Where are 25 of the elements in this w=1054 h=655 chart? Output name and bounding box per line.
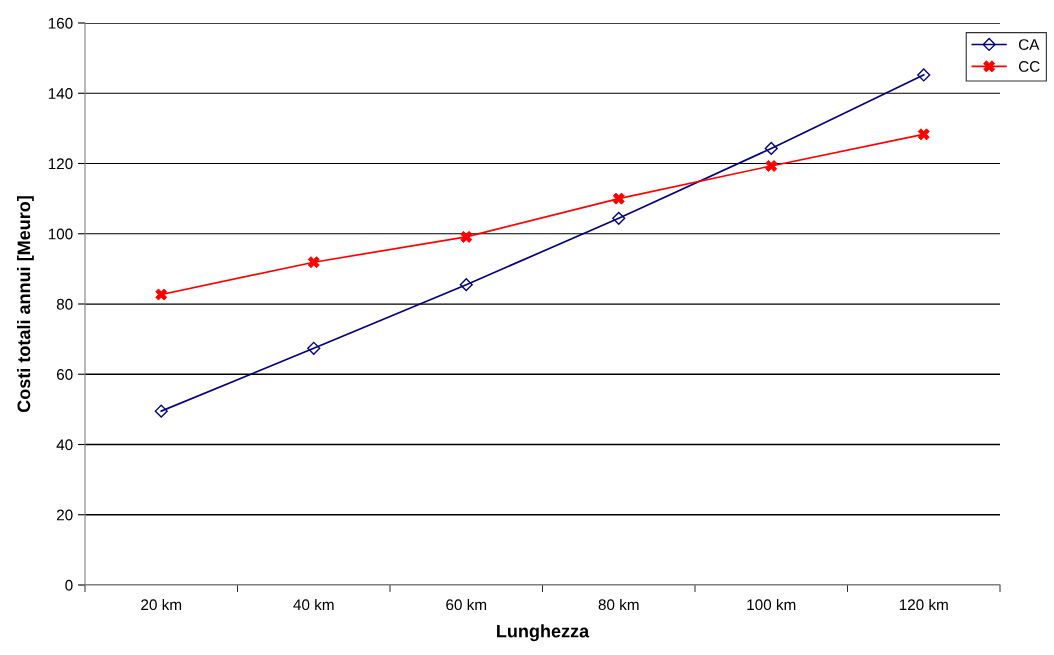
x-tick-label: 40 km bbox=[293, 598, 334, 611]
x-tick-label: 60 km bbox=[446, 598, 487, 611]
x-tick-label: 100 km bbox=[747, 598, 796, 611]
y-axis-title: Costi totali annui [Meuro] bbox=[16, 196, 34, 413]
y-tick-label: 140 bbox=[48, 88, 73, 99]
x-axis-title: Lunghezza bbox=[497, 624, 590, 642]
point bbox=[307, 341, 321, 355]
y-tick-label: 40 bbox=[56, 439, 73, 451]
y-tick-label: 60 bbox=[56, 369, 73, 380]
y-tick-label: 80 bbox=[56, 298, 73, 310]
legend-label: CC bbox=[1018, 61, 1040, 72]
y-tick-label: 20 bbox=[56, 509, 73, 521]
point bbox=[612, 211, 626, 225]
y-tick-label: 120 bbox=[48, 158, 73, 170]
x-tick-label: 80 km bbox=[598, 598, 639, 611]
point bbox=[459, 278, 473, 292]
point bbox=[917, 68, 931, 82]
x-tick-label: 120 km bbox=[899, 598, 948, 611]
y-tick-label: 160 bbox=[48, 17, 73, 29]
point bbox=[764, 141, 778, 155]
y-tick-label: 0 bbox=[65, 579, 73, 591]
y-tick-label: 100 bbox=[48, 228, 73, 240]
legend-label: CA bbox=[1018, 39, 1040, 50]
point bbox=[154, 404, 168, 418]
x-tick-label: 20 km bbox=[141, 598, 182, 611]
